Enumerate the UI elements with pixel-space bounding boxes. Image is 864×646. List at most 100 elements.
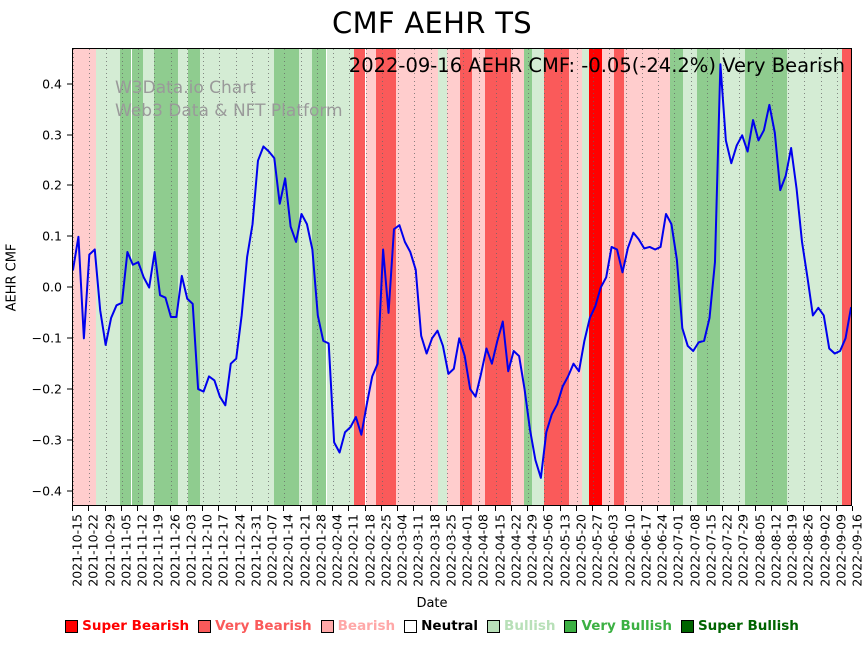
legend-item[interactable]: Very Bullish xyxy=(564,618,672,634)
x-tick-mark xyxy=(689,506,691,511)
legend-swatch xyxy=(564,619,578,633)
x-tick-mark xyxy=(218,506,220,511)
regime-band xyxy=(88,49,97,505)
x-tick-mark xyxy=(332,506,333,511)
page-title: CMF AEHR TS xyxy=(332,6,532,40)
x-tick-mark xyxy=(657,506,658,511)
x-tick-mark xyxy=(397,506,398,511)
y-tick-mark xyxy=(67,439,72,441)
series-path xyxy=(73,63,851,479)
legend-item[interactable]: Very Bearish xyxy=(198,618,312,634)
x-tick-label: 2022-01-07 xyxy=(264,514,280,587)
x-tick-label: 2021-11-26 xyxy=(167,514,182,587)
legend-swatch xyxy=(404,619,418,633)
x-tick-label: 2022-05-27 xyxy=(589,514,605,587)
legend-label: Bullish xyxy=(504,618,556,634)
gridline xyxy=(576,49,578,505)
gridline xyxy=(138,49,139,505)
y-tick-mark xyxy=(67,134,72,135)
gridline xyxy=(73,49,74,505)
regime-band xyxy=(581,49,590,505)
y-tick-label: 0.2 xyxy=(42,177,62,193)
gridlines xyxy=(73,49,851,505)
legend-swatch xyxy=(65,619,79,633)
x-tick-mark xyxy=(380,506,382,511)
x-tick-label: 2022-04-15 xyxy=(492,514,507,587)
x-tick-label: 2022-03-11 xyxy=(410,514,426,587)
gridline xyxy=(398,49,399,505)
plot-area: W3Data.io Chart Web3 Data & NFT Platform… xyxy=(72,48,852,506)
regime-band xyxy=(484,49,499,505)
x-tick-mark xyxy=(494,506,496,511)
legend-label: Neutral xyxy=(421,618,479,634)
gridline xyxy=(804,49,806,505)
x-tick-mark xyxy=(185,506,187,511)
gridline xyxy=(544,49,546,505)
x-tick-mark xyxy=(510,506,512,511)
legend-item[interactable]: Super Bullish xyxy=(680,618,799,634)
x-tick-label: 2022-07-01 xyxy=(670,514,686,587)
x-tick-mark xyxy=(250,506,252,511)
regime-band xyxy=(365,49,376,505)
x-tick-label: 2022-08-12 xyxy=(768,514,784,587)
x-tick-mark xyxy=(852,506,853,511)
x-tick-mark xyxy=(640,506,642,511)
x-tick-label: 2022-05-13 xyxy=(557,514,572,587)
x-tick-label: 2022-01-14 xyxy=(280,514,296,587)
x-tick-mark xyxy=(315,506,317,511)
gridline xyxy=(463,49,464,505)
regime-band xyxy=(759,49,775,505)
x-tick-label: 2022-03-04 xyxy=(394,514,410,587)
x-tick-label: 2022-03-18 xyxy=(427,514,442,587)
x-tick-mark xyxy=(819,506,821,511)
legend-item[interactable]: Neutral xyxy=(404,618,478,634)
gridline xyxy=(349,49,351,505)
legend: Super Bearish Very Bearish Bearish Neutral B… xyxy=(0,618,864,634)
gridline xyxy=(186,49,188,505)
x-tick-label: 2022-06-17 xyxy=(638,514,654,587)
x-tick-label: 2022-01-28 xyxy=(313,514,329,587)
y-tick-label: 0.4 xyxy=(42,76,62,92)
x-tick-label: 2022-08-05 xyxy=(752,514,767,587)
x-tick-mark xyxy=(88,506,90,511)
gridline xyxy=(820,49,822,505)
regime-band xyxy=(459,49,473,505)
gridline xyxy=(674,49,676,505)
x-tick-label: 2021-11-19 xyxy=(150,514,166,587)
y-tick-mark xyxy=(67,286,72,288)
gridline xyxy=(479,49,481,505)
regime-band xyxy=(274,49,286,505)
x-tick-mark xyxy=(348,506,350,511)
legend-item[interactable]: Bearish xyxy=(320,618,395,634)
gridline xyxy=(593,49,594,505)
x-tick-label: 2021-12-10 xyxy=(199,514,215,587)
legend-label: Very Bearish xyxy=(215,618,312,634)
x-tick-mark xyxy=(462,506,463,511)
regime-band xyxy=(523,49,532,505)
regime-band xyxy=(623,49,648,505)
x-tick-mark xyxy=(803,506,805,511)
x-tick-label: 2021-10-15 xyxy=(69,514,85,587)
x-tick-mark xyxy=(754,506,756,511)
x-tick-label: 2022-04-08 xyxy=(475,514,491,587)
x-tick-label: 2022-08-19 xyxy=(784,514,800,587)
x-tick-mark xyxy=(429,506,431,511)
gridline xyxy=(430,49,432,505)
gridline xyxy=(658,49,659,505)
x-tick-mark xyxy=(543,506,545,511)
legend-item[interactable]: Super Bearish xyxy=(65,618,189,634)
x-tick-label: 2021-11-12 xyxy=(134,514,150,587)
x-tick-mark xyxy=(445,506,447,511)
x-tick-label: 2021-10-22 xyxy=(85,514,101,587)
y-tick-mark xyxy=(67,490,72,492)
regime-band xyxy=(720,49,733,505)
y-tick-mark xyxy=(67,235,72,237)
y-tick-label: −0.2 xyxy=(31,381,62,397)
gridline xyxy=(788,49,789,505)
y-tick-mark xyxy=(67,184,72,186)
regime-band xyxy=(353,49,366,505)
x-tick-label: 2021-11-05 xyxy=(118,514,134,587)
y-axis: −0.4 −0.3 −0.2 −0.1 0.0 0.1 0.2 0.3 0.4 xyxy=(0,48,72,506)
legend-label: Super Bullish xyxy=(697,618,799,634)
legend-item[interactable]: Bullish xyxy=(487,618,555,634)
